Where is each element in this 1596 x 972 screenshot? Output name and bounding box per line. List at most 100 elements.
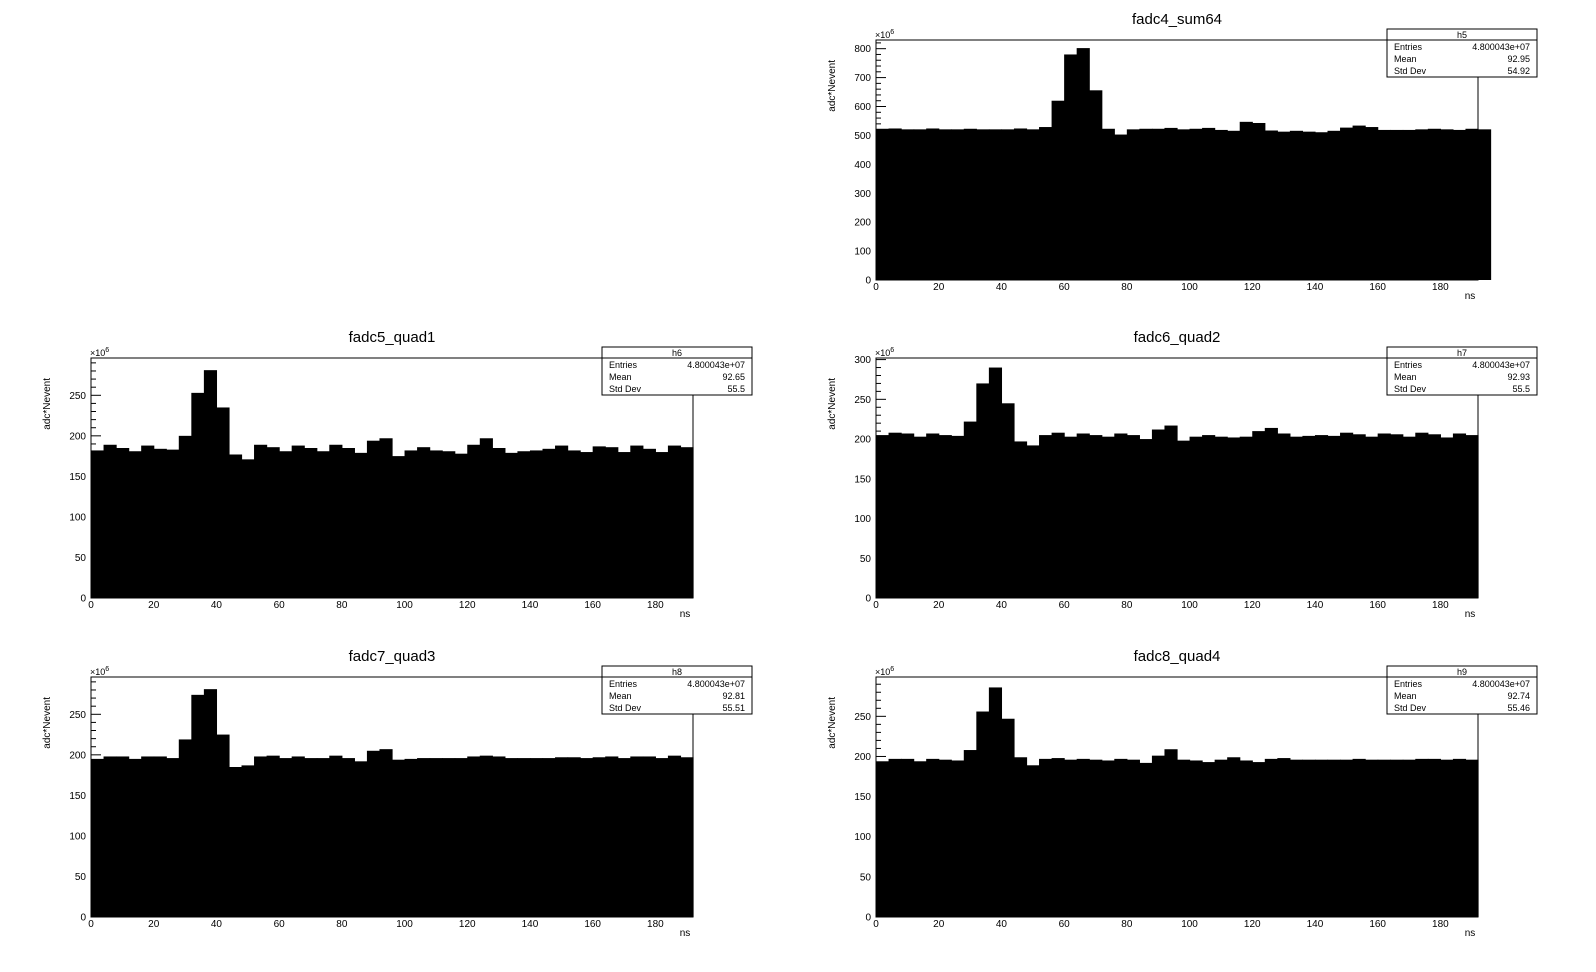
x-tick-label: 100 bbox=[1181, 282, 1198, 293]
x-tick-label: 120 bbox=[1244, 919, 1261, 930]
histogram-panel-fadc8_quad4: 0 20 40 60 80 100 120 140 160 180 0 50 100 150 200 250 ×… bbox=[827, 648, 1538, 939]
x-tick-label: 60 bbox=[274, 919, 286, 930]
x-tick-label: 120 bbox=[1244, 600, 1261, 611]
histogram-bar bbox=[1151, 128, 1166, 280]
x-tick-label: 180 bbox=[1432, 282, 1449, 293]
histogram-bar bbox=[1239, 436, 1253, 598]
histogram-bar bbox=[228, 767, 243, 917]
x-tick-label: 80 bbox=[1121, 600, 1133, 611]
stats-value: 92.95 bbox=[1507, 54, 1530, 64]
stats-label: Entries bbox=[609, 679, 638, 689]
histogram-bar bbox=[178, 435, 192, 598]
histogram-bar bbox=[103, 756, 117, 917]
stats-value: 54.92 bbox=[1507, 66, 1530, 76]
histogram-bar bbox=[963, 128, 977, 280]
histogram-bar bbox=[1327, 435, 1341, 598]
histogram-bar bbox=[1013, 757, 1028, 917]
stats-box-frame bbox=[1386, 28, 1538, 78]
histogram-bar bbox=[1202, 762, 1216, 917]
y-axis: 0 50 100 150 200 250 bbox=[854, 683, 886, 924]
y-tick-label: 500 bbox=[854, 131, 871, 142]
histogram-bar bbox=[517, 758, 531, 917]
histogram-bar bbox=[1440, 129, 1454, 280]
histogram-bar bbox=[1026, 129, 1040, 280]
histogram-bar bbox=[392, 456, 406, 598]
stats-value: 4.800043e+07 bbox=[1472, 679, 1530, 689]
histogram-bar bbox=[655, 758, 669, 917]
y-axis-title: adc*Nevent bbox=[42, 697, 53, 749]
x-tick-label: 60 bbox=[1059, 282, 1071, 293]
histogram-bar bbox=[1013, 128, 1028, 280]
histogram-bar bbox=[1202, 435, 1216, 598]
histogram-bar bbox=[1026, 445, 1040, 598]
x-tick-label: 160 bbox=[1369, 919, 1386, 930]
histogram-bar bbox=[203, 689, 218, 917]
histogram-bar bbox=[128, 451, 142, 598]
histogram-bar bbox=[876, 128, 890, 280]
histogram-bar bbox=[1051, 432, 1065, 598]
histogram-bar bbox=[1214, 436, 1228, 598]
histogram-bars bbox=[876, 48, 1492, 281]
x-tick-label: 140 bbox=[522, 600, 539, 611]
x-tick-label: 0 bbox=[88, 919, 94, 930]
x-axis-title: ns bbox=[1465, 291, 1476, 302]
histogram-bar bbox=[680, 757, 694, 917]
x-tick-label: 40 bbox=[996, 282, 1008, 293]
stats-value: 92.81 bbox=[722, 691, 745, 701]
histogram-bar bbox=[1252, 762, 1266, 917]
histogram-bar bbox=[529, 758, 544, 917]
histogram-bar bbox=[1415, 129, 1429, 280]
y-axis-title: adc*Nevent bbox=[42, 378, 53, 430]
stats-box-frame bbox=[1386, 665, 1538, 715]
histogram-bar bbox=[379, 438, 393, 598]
histogram-bar bbox=[166, 449, 180, 598]
histogram-bar bbox=[1151, 755, 1166, 917]
histogram-bar bbox=[316, 451, 330, 598]
histogram-bar bbox=[279, 451, 293, 598]
y-axis: 0 100 200 300 400 500 600 700 800 bbox=[854, 42, 886, 287]
stats-box: h7 Entries 4.800043e+07 Mean 92.93 Std Dev 55.… bbox=[1386, 346, 1538, 396]
stats-label: Entries bbox=[609, 360, 638, 370]
stats-label: Mean bbox=[609, 691, 632, 701]
histogram-bar bbox=[1365, 436, 1379, 598]
stats-label: Entries bbox=[1394, 42, 1423, 52]
histogram-bar bbox=[91, 758, 105, 917]
histogram-bar bbox=[1352, 434, 1366, 598]
x-tick-label: 20 bbox=[148, 919, 160, 930]
histogram-bar bbox=[153, 756, 167, 917]
histogram-bar bbox=[617, 452, 631, 598]
histogram-bar bbox=[1227, 437, 1241, 598]
stats-value: 4.800043e+07 bbox=[1472, 360, 1530, 370]
x-tick-label: 60 bbox=[274, 600, 286, 611]
histogram-bar bbox=[153, 448, 167, 598]
histogram-bar bbox=[1039, 435, 1053, 598]
histogram-bar bbox=[404, 450, 418, 598]
histogram-bar bbox=[1076, 48, 1090, 280]
histogram-bar bbox=[178, 739, 192, 917]
chart-title: fadc8_quad4 bbox=[1134, 648, 1221, 665]
histogram-bar bbox=[228, 454, 243, 598]
histogram-bar bbox=[1402, 759, 1416, 917]
y-tick-label: 50 bbox=[860, 872, 872, 883]
histogram-bar bbox=[1352, 125, 1366, 280]
histogram-bar bbox=[680, 447, 694, 598]
histogram-bar bbox=[291, 756, 305, 917]
histogram-bar bbox=[504, 758, 519, 917]
histogram-bar bbox=[266, 755, 280, 917]
y-tick-label: 100 bbox=[854, 247, 871, 258]
stats-box-name: h5 bbox=[1457, 30, 1467, 40]
histogram-bars bbox=[91, 689, 694, 917]
y-tick-label: 0 bbox=[865, 276, 871, 287]
x-tick-label: 60 bbox=[1059, 600, 1071, 611]
histogram-bar bbox=[254, 444, 268, 598]
histogram-bar bbox=[116, 756, 130, 917]
chart-title: fadc7_quad3 bbox=[349, 648, 436, 665]
histogram-bar bbox=[1126, 435, 1140, 598]
y-tick-label: 100 bbox=[854, 514, 871, 525]
histogram-bar bbox=[266, 447, 280, 598]
histogram-bar bbox=[128, 758, 142, 917]
histogram-bar bbox=[555, 445, 569, 598]
histogram-bar bbox=[1076, 758, 1090, 917]
histogram-bar bbox=[1452, 758, 1467, 917]
